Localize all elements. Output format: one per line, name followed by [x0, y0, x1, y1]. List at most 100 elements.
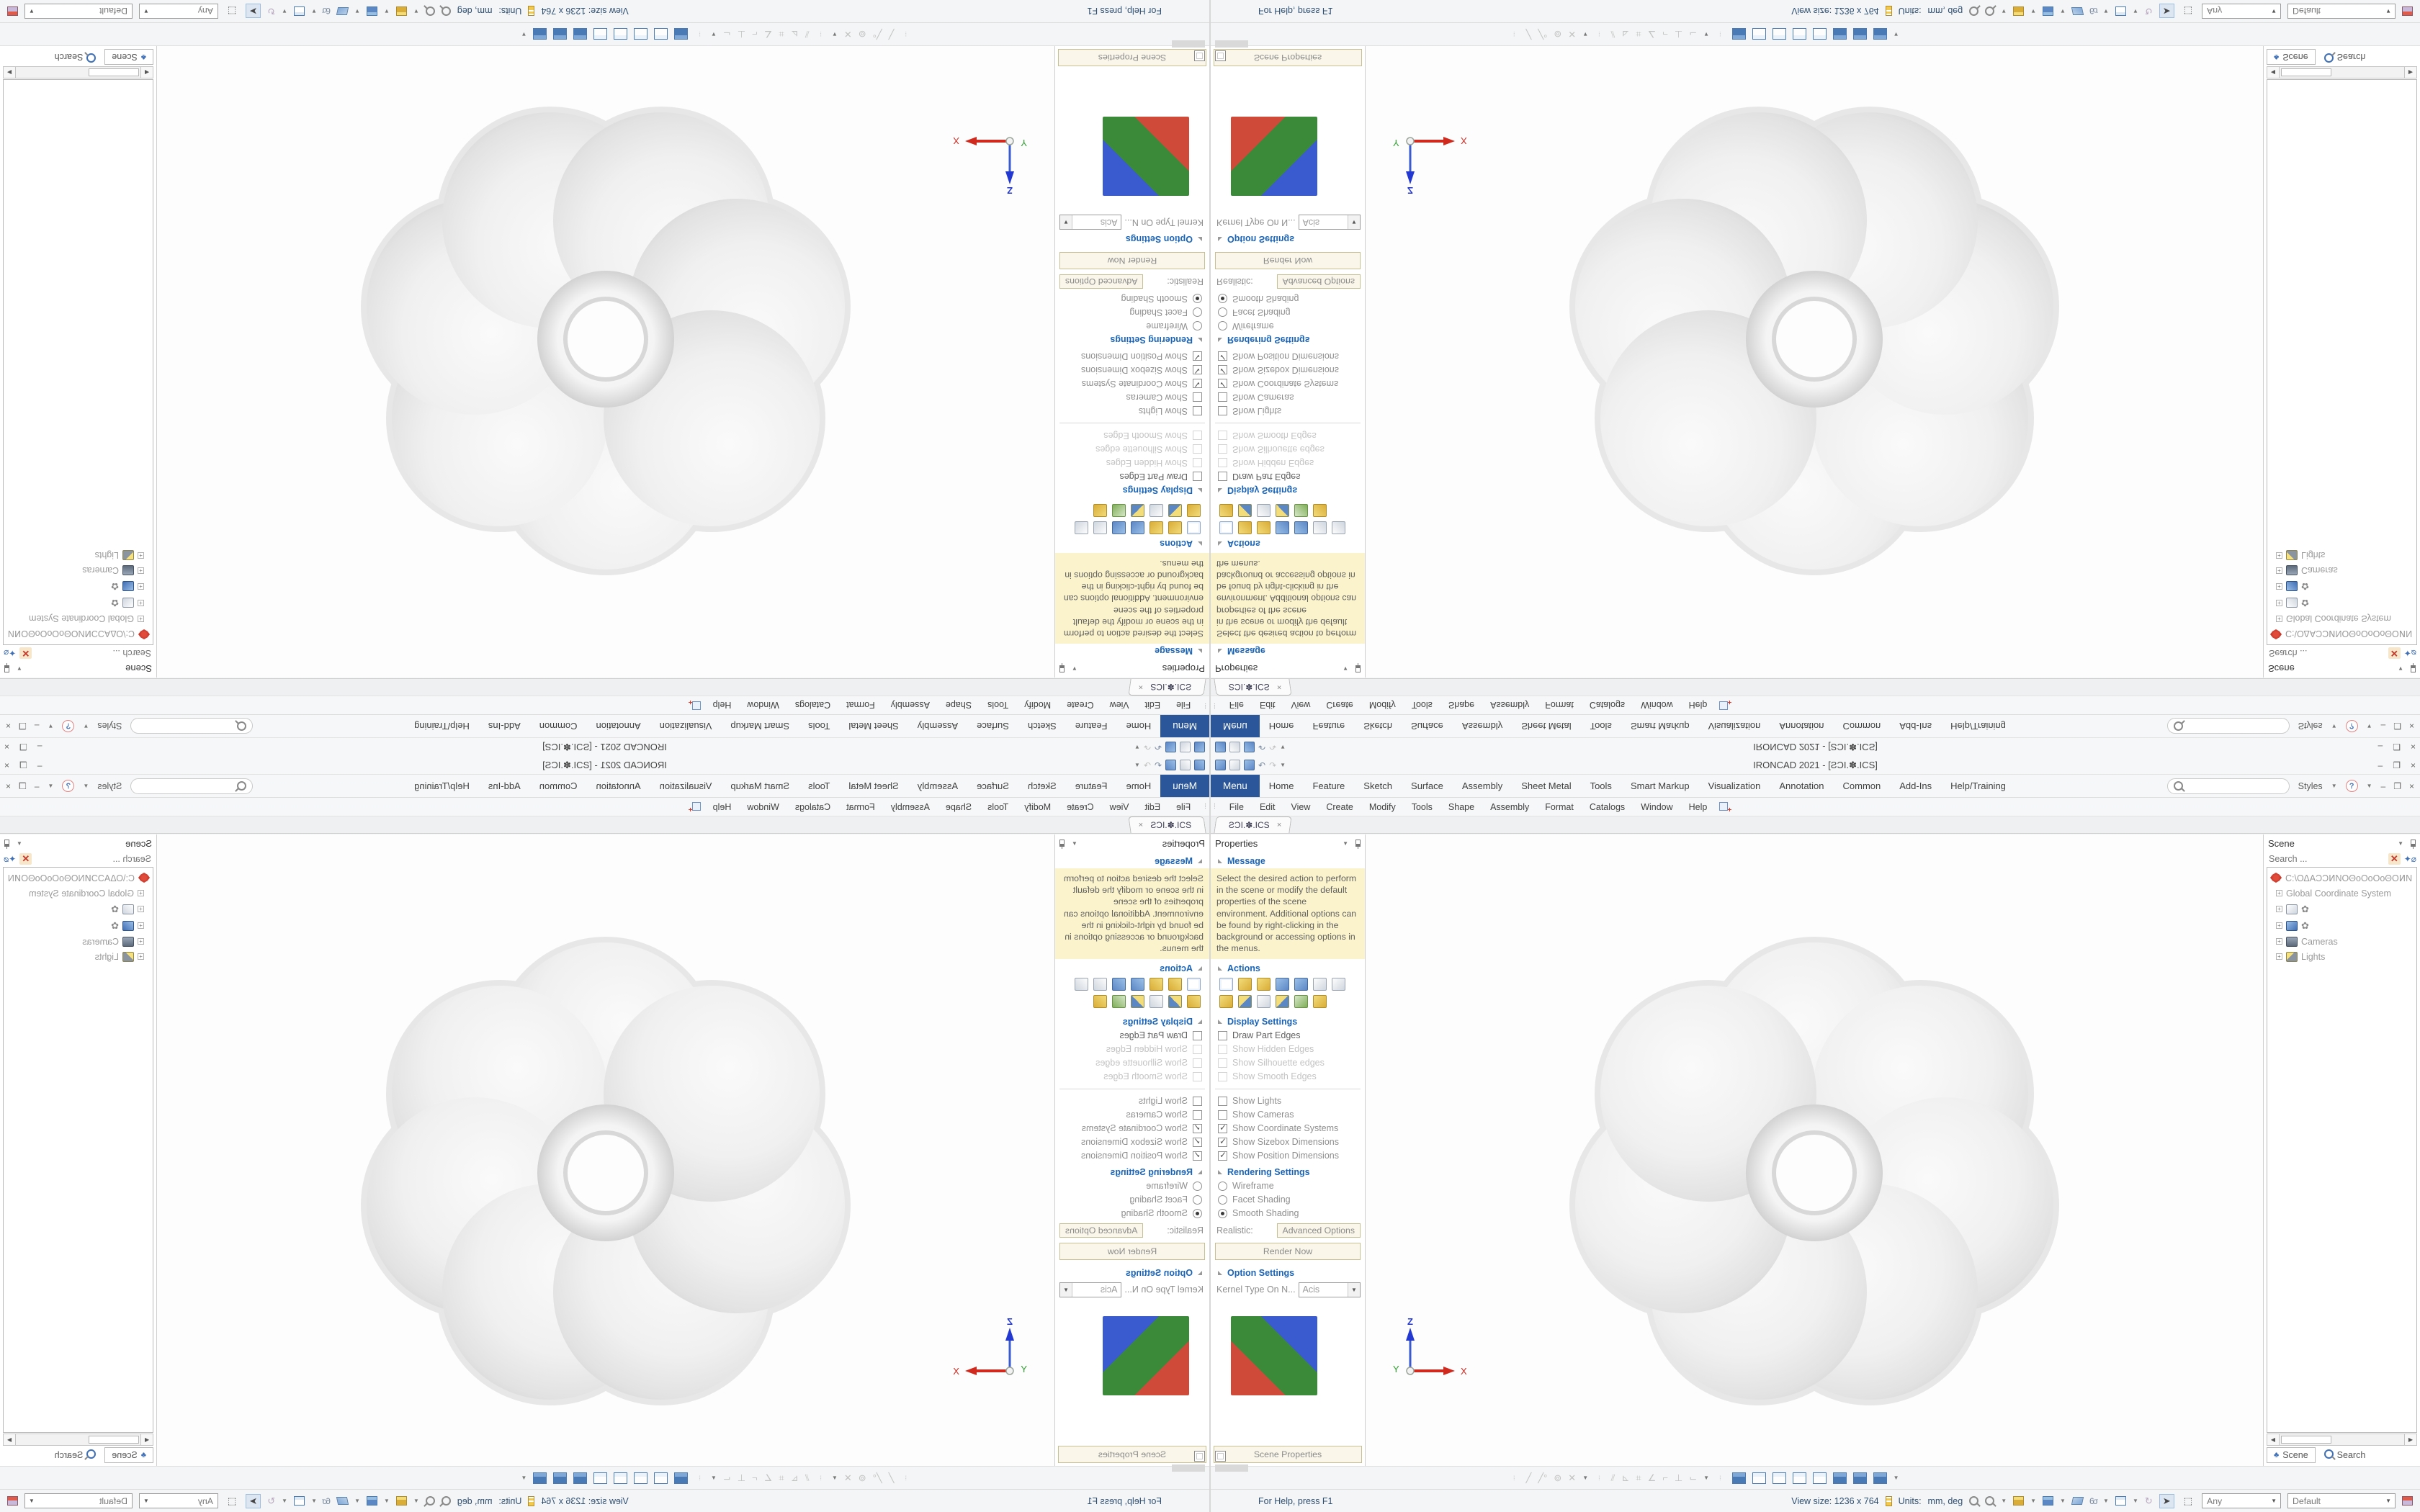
chevron-down-icon[interactable]: ▼: [282, 8, 288, 14]
collapse-icon[interactable]: [1218, 237, 1222, 242]
doc-close-button[interactable]: ×: [2408, 780, 2414, 791]
radio-facet-shading[interactable]: [1218, 1194, 1227, 1205]
pin-icon[interactable]: [1355, 665, 1361, 672]
chevron-down-icon[interactable]: ▼: [1582, 1475, 1589, 1481]
expand-icon[interactable]: +: [2276, 600, 2282, 606]
menu-catalogs[interactable]: Catalogs: [1589, 700, 1626, 711]
menu-format[interactable]: Format: [1545, 801, 1574, 812]
menu-window[interactable]: Window: [747, 801, 779, 812]
doc-restore-button[interactable]: ❐: [2393, 721, 2401, 732]
orient-icon[interactable]: [1294, 977, 1308, 991]
tree-item-part-2[interactable]: + ✿: [2269, 917, 2415, 934]
snap-perpendicular-icon[interactable]: ⊾: [1621, 1472, 1630, 1483]
scrollbar-thumb[interactable]: [89, 68, 139, 76]
orbit-cursor-icon[interactable]: ↻: [2144, 1495, 2153, 1506]
filter-find-icon[interactable]: ✦⌀: [4, 854, 17, 864]
edit-sketch-icon[interactable]: [1093, 521, 1107, 535]
chevron-down-icon[interactable]: ▼: [143, 8, 149, 14]
document-tab[interactable]: ƧƆI.✽.ICS ×: [1128, 816, 1206, 833]
styles-caret-icon[interactable]: ▼: [83, 783, 89, 789]
point-tool-icon[interactable]: ✕: [1568, 29, 1577, 40]
view-custom-icon[interactable]: [533, 1472, 547, 1484]
triad-icon[interactable]: [1294, 504, 1308, 518]
styles-dropdown[interactable]: Styles: [2298, 780, 2323, 791]
clear-search-icon[interactable]: ✕: [19, 647, 32, 659]
snap-angle-icon[interactable]: ∠: [763, 1472, 773, 1483]
tree-item-part-1[interactable]: + ✿: [5, 901, 151, 917]
chevron-down-icon[interactable]: ▼: [2103, 1498, 2109, 1504]
help-caret-icon[interactable]: ▼: [48, 783, 54, 789]
extrude-icon[interactable]: [1238, 977, 1252, 991]
clear-search-icon[interactable]: ✕: [2388, 853, 2401, 865]
doc-minimize-button[interactable]: –: [2380, 780, 2386, 791]
snap-parallel-icon[interactable]: ⫽: [1610, 29, 1615, 40]
select-cursor-icon[interactable]: ➤: [246, 4, 261, 19]
blocks-icon[interactable]: [1276, 994, 1289, 1008]
qat-dropdown-icon[interactable]: ▼: [1134, 744, 1140, 750]
tab-tools[interactable]: Tools: [1590, 721, 1612, 732]
loft-icon[interactable]: [1276, 521, 1289, 535]
graph-icon[interactable]: [1075, 521, 1088, 535]
rendering-section-heading[interactable]: Rendering Settings: [1110, 1166, 1193, 1177]
tab-sketch[interactable]: Sketch: [1363, 721, 1393, 732]
menu-edit[interactable]: Edit: [1144, 700, 1161, 711]
scene-properties-icon[interactable]: [1219, 977, 1233, 991]
ribbon-search-box[interactable]: [2166, 718, 2290, 734]
extrude-icon[interactable]: [1238, 521, 1252, 535]
menu-help[interactable]: Help: [712, 700, 732, 711]
chevron-down-icon[interactable]: ▼: [383, 1498, 390, 1504]
view-top-icon[interactable]: [1832, 1472, 1847, 1484]
redo-icon[interactable]: ↷: [1269, 760, 1277, 770]
chevron-down-icon[interactable]: ▼: [2385, 8, 2391, 14]
clear-search-icon[interactable]: ✕: [2388, 647, 2401, 659]
pin-icon[interactable]: [2411, 840, 2416, 849]
help-icon[interactable]: ?: [2345, 720, 2358, 732]
render-now-button[interactable]: Render Now: [1059, 252, 1205, 270]
orient-icon[interactable]: [1112, 521, 1126, 535]
tab-add-ins[interactable]: Add-Ins: [488, 721, 521, 732]
restore-button[interactable]: ❐: [2393, 760, 2401, 770]
mini-toolbar[interactable]: [1172, 1451, 1205, 1472]
horizontal-scrollbar[interactable]: ◀ ▶: [3, 66, 153, 78]
circle-tool-icon[interactable]: ⊚: [1554, 29, 1562, 40]
graph-icon[interactable]: [1075, 977, 1088, 991]
scrollbar-thumb[interactable]: [2281, 1436, 2331, 1444]
chevron-down-icon[interactable]: ▼: [2060, 8, 2066, 14]
collapse-icon[interactable]: [1198, 1270, 1202, 1275]
collapse-icon[interactable]: [1198, 649, 1202, 653]
table-icon[interactable]: [1150, 994, 1163, 1008]
menu-shape[interactable]: Shape: [945, 801, 972, 812]
expand-icon[interactable]: +: [2276, 616, 2282, 622]
checkbox-show-lights[interactable]: [1218, 406, 1227, 416]
chevron-down-icon[interactable]: ▼: [311, 8, 317, 14]
tab-scene[interactable]: ♣ Scene: [104, 1447, 153, 1463]
expand-icon[interactable]: +: [138, 953, 144, 960]
radio-smooth-shading[interactable]: [1218, 1208, 1227, 1218]
view-right-icon[interactable]: [593, 1472, 608, 1484]
chevron-down-icon[interactable]: ▼: [383, 8, 390, 14]
options-section-heading[interactable]: Option Settings: [1227, 1267, 1295, 1278]
new-scene-icon[interactable]: [1180, 760, 1191, 770]
view-iso-icon[interactable]: [674, 28, 689, 40]
view-right-icon[interactable]: [1812, 28, 1827, 40]
edit-sketch-icon[interactable]: [1313, 521, 1327, 535]
chevron-down-icon[interactable]: ▼: [2060, 1498, 2066, 1504]
menu-catalogs[interactable]: Catalogs: [794, 801, 831, 812]
minimize-button[interactable]: –: [37, 760, 42, 770]
minimize-button[interactable]: –: [37, 742, 42, 752]
revolve-icon[interactable]: [1150, 521, 1163, 535]
view-custom-icon[interactable]: [1873, 1472, 1887, 1484]
checkbox-show-lights[interactable]: [1193, 1096, 1202, 1106]
menu-edit[interactable]: Edit: [1259, 801, 1276, 812]
doc-restore-button[interactable]: ❐: [2393, 780, 2401, 791]
menu-create[interactable]: Create: [1067, 700, 1094, 711]
tab-common[interactable]: Common: [539, 780, 578, 791]
chevron-down-icon[interactable]: ▼: [282, 1498, 288, 1504]
menu-format[interactable]: Format: [1545, 700, 1574, 711]
menu-view[interactable]: View: [1291, 700, 1311, 711]
view-front-icon[interactable]: [654, 1472, 668, 1484]
box-select-cursor-icon[interactable]: ⬚: [2183, 1495, 2192, 1506]
tree-item-lights[interactable]: + Lights: [2269, 548, 2415, 563]
menu-help[interactable]: Help: [712, 801, 732, 812]
edit-sketch-icon[interactable]: [1313, 977, 1327, 991]
